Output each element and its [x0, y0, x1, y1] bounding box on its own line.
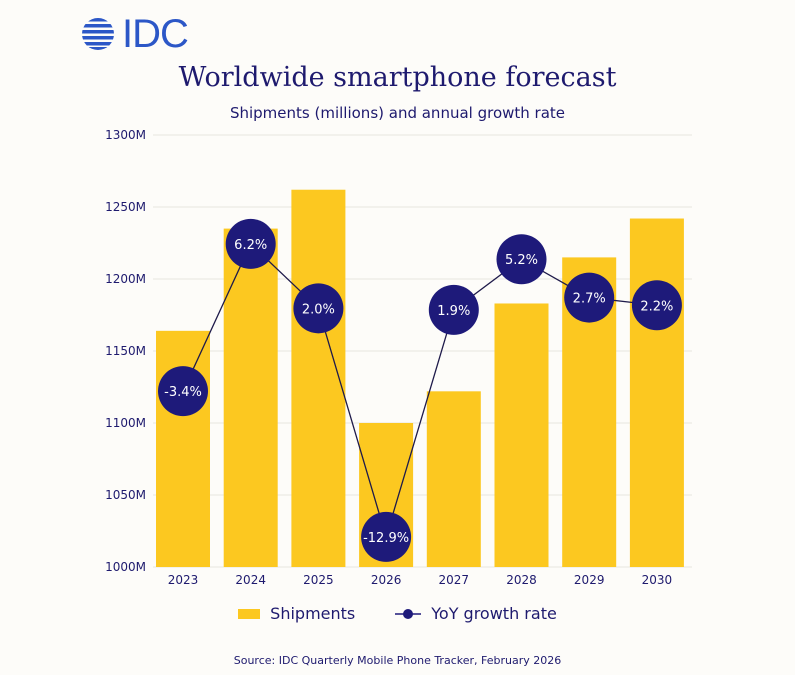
growth-marker-2030 [631, 280, 682, 331]
growth-data-label: -12.9% [363, 531, 409, 546]
x-tick-label: 2024 [235, 573, 266, 587]
legend-line-swatch [395, 608, 422, 619]
legend-label: YoY growth rate [431, 604, 557, 623]
growth-data-label: 2.0% [302, 302, 335, 317]
growth-data-label: 2.7% [573, 292, 606, 307]
growth-marker-2029 [564, 272, 615, 323]
y-tick-label: 1300M [105, 128, 146, 142]
growth-marker-2027 [428, 284, 479, 335]
x-tick-label: 2030 [642, 573, 673, 587]
growth-data-label: 2.2% [640, 299, 673, 314]
growth-data-label: -3.4% [164, 385, 202, 400]
plot-area: 1000M 1050M 1100M 1150M 1200M 1250M 1300M 2023 2… [105, 128, 692, 587]
chart-subtitle: Shipments (millions) and annual growth r… [229, 104, 566, 122]
growth-marker-2023 [158, 366, 208, 417]
x-tick-label: 2025 [303, 573, 334, 587]
logo-text: IDC [122, 12, 189, 56]
growth-data-label: 1.9% [437, 304, 470, 319]
y-tick-label: 1050M [105, 488, 146, 502]
legend-label: Shipments [270, 604, 356, 623]
y-tick-label: 1100M [105, 416, 146, 430]
bar-2025 [291, 189, 346, 567]
legend: Shipments YoY growth rate [0, 604, 795, 623]
bar-2030 [629, 218, 684, 567]
growth-data-label: 5.2% [505, 253, 538, 268]
y-tick-label: 1000M [105, 560, 146, 574]
growth-marker-2028 [496, 234, 547, 285]
legend-shipments: Shipments [238, 604, 355, 623]
y-tick-label: 1150M [105, 344, 146, 358]
y-tick-label: 1200M [105, 272, 146, 286]
x-tick-label: 2028 [506, 573, 537, 587]
growth-marker-2024 [225, 218, 276, 269]
x-tick-label: 2026 [371, 573, 402, 587]
legend-bar-swatch [238, 608, 261, 619]
x-tick-label: 2027 [439, 573, 470, 587]
idc-logo: IDC [78, 12, 189, 56]
y-tick-label: 1250M [105, 200, 146, 214]
growth-marker-2025 [293, 283, 344, 334]
x-tick-label: 2023 [168, 573, 199, 587]
chart-title: Worldwide smartphone forecast [178, 62, 617, 93]
bar-2028 [494, 303, 549, 567]
legend-growth: YoY growth rate [395, 604, 557, 623]
bar-2024 [223, 228, 278, 567]
source-note: Source: IDC Quarterly Mobile Phone Track… [233, 654, 562, 667]
growth-marker-2026 [361, 511, 412, 562]
bar-2027 [426, 391, 481, 567]
globe-icon [82, 18, 114, 50]
x-tick-label: 2029 [574, 573, 605, 587]
growth-data-label: 6.2% [234, 238, 267, 253]
